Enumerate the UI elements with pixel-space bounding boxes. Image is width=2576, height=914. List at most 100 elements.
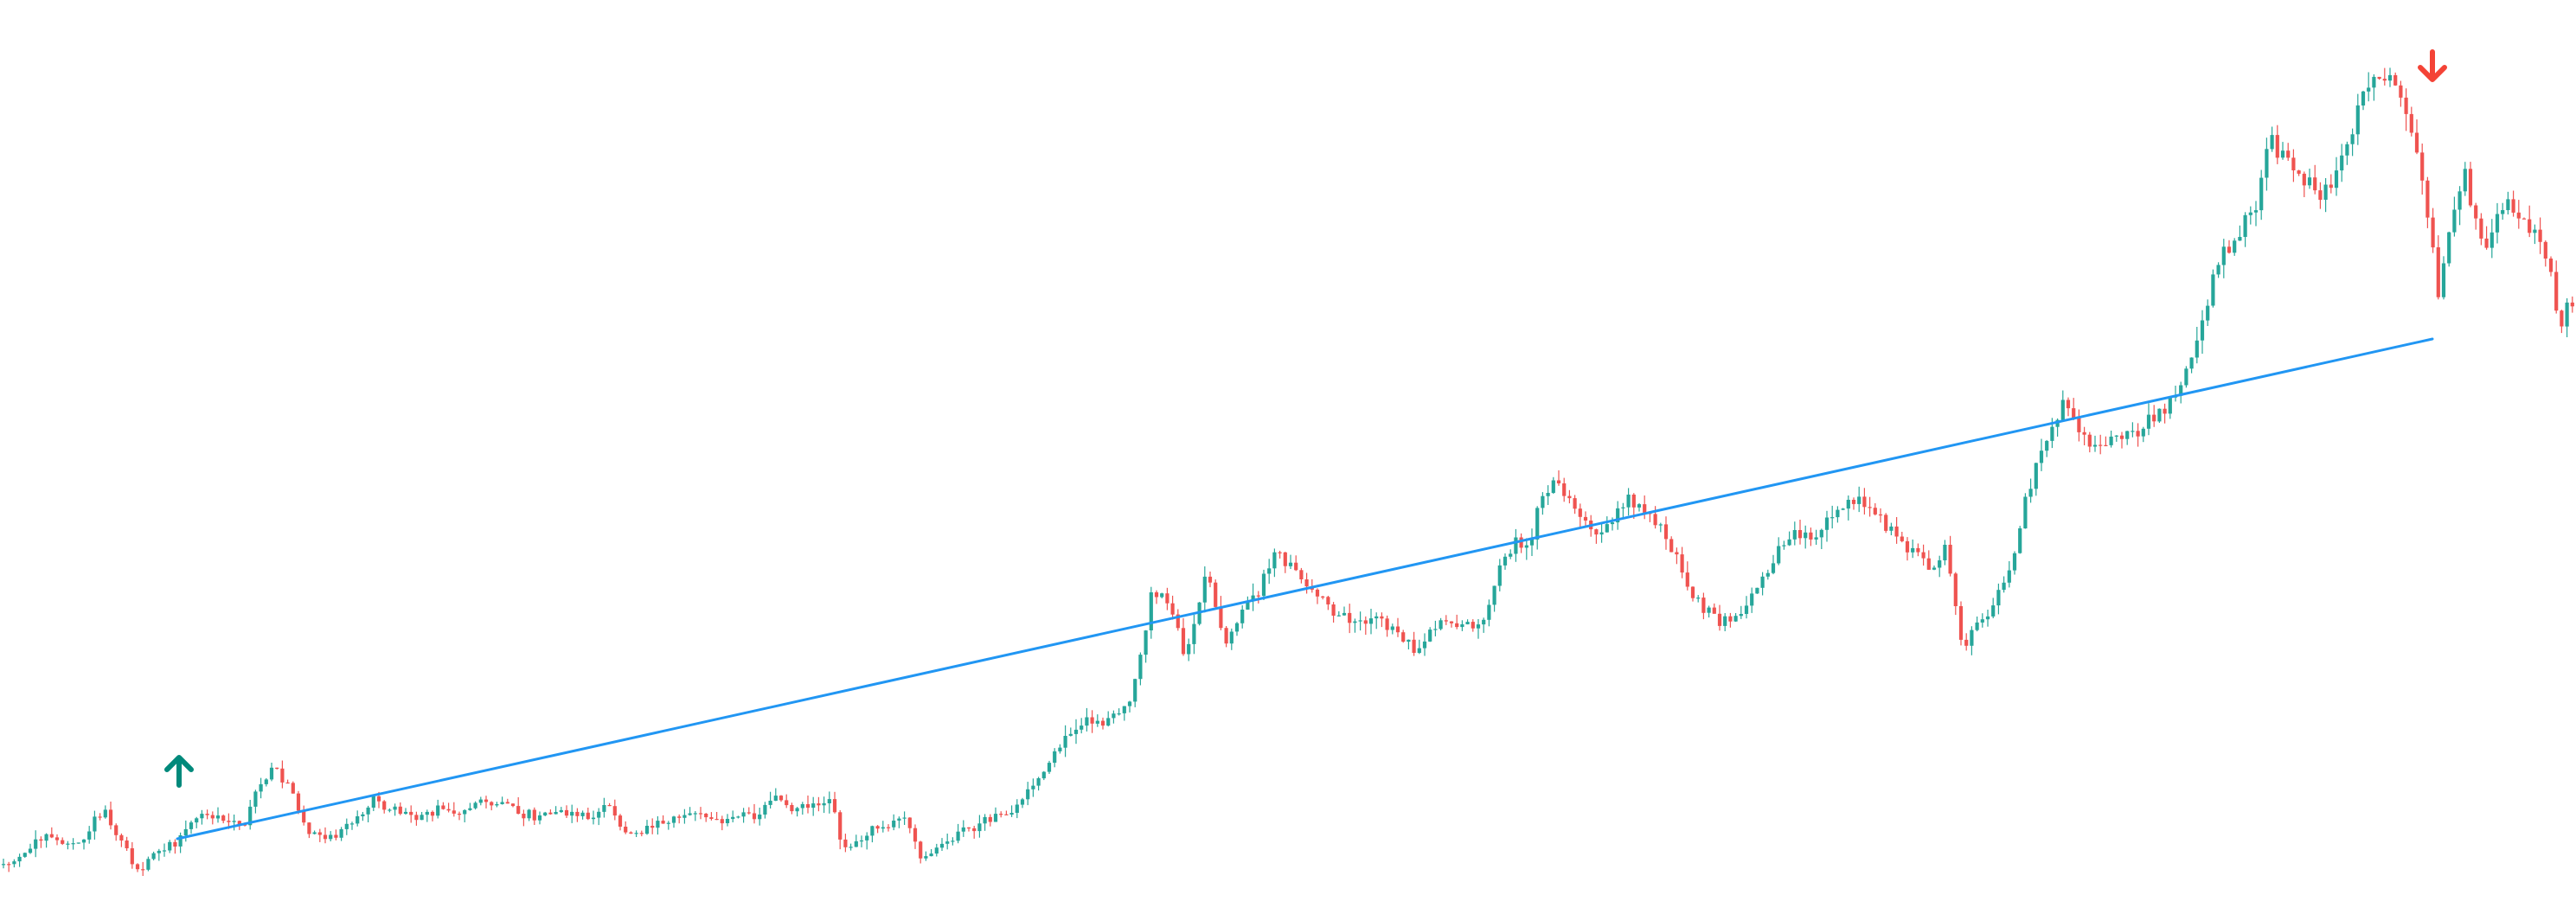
candle-body[interactable] bbox=[2447, 232, 2451, 264]
candle-body[interactable] bbox=[656, 821, 660, 828]
candle-body[interactable] bbox=[1009, 813, 1014, 815]
candle-body[interactable] bbox=[698, 813, 703, 815]
candle-body[interactable] bbox=[130, 848, 134, 865]
candle-body[interactable] bbox=[2034, 463, 2038, 489]
candle-body[interactable] bbox=[1342, 612, 1347, 616]
candle-body[interactable] bbox=[162, 850, 167, 852]
candle-body[interactable] bbox=[1787, 539, 1791, 546]
candle-body[interactable] bbox=[1631, 495, 1636, 508]
candle-body[interactable] bbox=[87, 831, 92, 840]
candle-body[interactable] bbox=[1487, 604, 1491, 620]
candle-body[interactable] bbox=[1385, 618, 1389, 630]
candle-body[interactable] bbox=[484, 799, 489, 802]
candle-body[interactable] bbox=[554, 812, 558, 815]
candle-body[interactable] bbox=[693, 813, 697, 815]
candle-body[interactable] bbox=[403, 811, 408, 815]
candle-body[interactable] bbox=[1653, 514, 1657, 526]
candle-body[interactable] bbox=[1610, 522, 1615, 525]
candle-body[interactable] bbox=[2414, 132, 2419, 153]
candle-body[interactable] bbox=[1980, 619, 1984, 623]
candle-body[interactable] bbox=[1272, 552, 1277, 569]
candle-body[interactable] bbox=[1701, 598, 1706, 613]
candle-body[interactable] bbox=[307, 822, 311, 834]
candle-body[interactable] bbox=[624, 827, 628, 833]
candle-body[interactable] bbox=[2377, 76, 2381, 80]
candle-body[interactable] bbox=[1455, 623, 1459, 628]
candle-body[interactable] bbox=[1562, 483, 1567, 496]
candle-body[interactable] bbox=[1412, 639, 1416, 653]
candle-body[interactable] bbox=[366, 807, 370, 815]
candle-body[interactable] bbox=[1080, 725, 1084, 730]
candle-body[interactable] bbox=[1214, 582, 1218, 607]
candle-body[interactable] bbox=[446, 809, 451, 811]
candle-body[interactable] bbox=[1765, 572, 1770, 577]
candle-body[interactable] bbox=[688, 813, 692, 815]
candle-body[interactable] bbox=[2146, 414, 2151, 429]
candle-body[interactable] bbox=[1599, 532, 1604, 535]
candle-body[interactable] bbox=[720, 819, 724, 824]
candle-body[interactable] bbox=[1465, 622, 1470, 624]
candle-body[interactable] bbox=[1669, 539, 1674, 553]
candle-body[interactable] bbox=[2157, 408, 2162, 422]
candle-body[interactable] bbox=[1299, 570, 1304, 579]
candle-body[interactable] bbox=[1535, 508, 1540, 540]
candle-body[interactable] bbox=[157, 850, 161, 853]
candle-body[interactable] bbox=[1755, 587, 1759, 594]
candle-body[interactable] bbox=[2280, 150, 2285, 158]
candle-body[interactable] bbox=[441, 805, 445, 809]
candle-body[interactable] bbox=[2200, 320, 2205, 341]
candle-body[interactable] bbox=[559, 809, 563, 813]
candle-body[interactable] bbox=[945, 841, 950, 844]
candle-body[interactable] bbox=[1792, 530, 1797, 540]
candle-body[interactable] bbox=[34, 839, 38, 849]
candle-body[interactable] bbox=[913, 828, 918, 842]
candle-body[interactable] bbox=[800, 804, 804, 809]
candle-body[interactable] bbox=[1541, 495, 1545, 508]
candle-body[interactable] bbox=[189, 822, 194, 829]
candle-body[interactable] bbox=[457, 814, 462, 815]
candle-body[interactable] bbox=[22, 853, 27, 857]
candle-body[interactable] bbox=[371, 796, 375, 808]
candle-body[interactable] bbox=[81, 839, 87, 843]
candle-body[interactable] bbox=[61, 840, 65, 844]
candle-body[interactable] bbox=[1551, 480, 1555, 494]
candle-body[interactable] bbox=[736, 816, 740, 818]
candle-body[interactable] bbox=[1583, 516, 1588, 521]
candle-body[interactable] bbox=[173, 841, 177, 847]
candle-body[interactable] bbox=[1380, 616, 1384, 619]
candle-body[interactable] bbox=[1509, 553, 1513, 557]
candle-body[interactable] bbox=[785, 800, 789, 806]
candle-body[interactable] bbox=[1095, 720, 1099, 724]
candle-body[interactable] bbox=[2055, 419, 2060, 427]
candle-body[interactable] bbox=[1777, 546, 1781, 564]
candle-body[interactable] bbox=[591, 817, 596, 820]
candle-body[interactable] bbox=[1680, 554, 1684, 573]
candle-body[interactable] bbox=[2570, 302, 2574, 307]
candle-body[interactable] bbox=[1439, 620, 1443, 630]
candle-body[interactable] bbox=[361, 814, 365, 816]
candle-body[interactable] bbox=[425, 811, 429, 815]
candle-body[interactable] bbox=[602, 805, 606, 812]
candle-body[interactable] bbox=[1690, 586, 1695, 598]
candle-body[interactable] bbox=[1251, 595, 1255, 601]
candle-body[interactable] bbox=[259, 783, 263, 792]
candle-body[interactable] bbox=[1122, 706, 1126, 713]
candle-body[interactable] bbox=[334, 834, 338, 838]
candle-body[interactable] bbox=[2018, 528, 2022, 553]
candle-body[interactable] bbox=[2152, 414, 2156, 422]
candle-body[interactable] bbox=[323, 834, 328, 840]
candle-body[interactable] bbox=[714, 819, 719, 821]
candle-body[interactable] bbox=[1321, 596, 1325, 598]
candle-body[interactable] bbox=[1026, 789, 1030, 800]
candle-body[interactable] bbox=[2345, 144, 2349, 156]
candle-body[interactable] bbox=[2233, 240, 2237, 253]
candle-body[interactable] bbox=[2409, 113, 2413, 133]
candle-body[interactable] bbox=[790, 805, 794, 812]
candle-body[interactable] bbox=[1267, 568, 1272, 574]
candle-body[interactable] bbox=[420, 815, 424, 821]
candle-body[interactable] bbox=[2002, 582, 2006, 591]
candle-body[interactable] bbox=[1331, 604, 1336, 616]
candle-body[interactable] bbox=[1149, 592, 1153, 630]
candle-body[interactable] bbox=[2452, 209, 2457, 233]
candle-body[interactable] bbox=[2087, 434, 2092, 447]
